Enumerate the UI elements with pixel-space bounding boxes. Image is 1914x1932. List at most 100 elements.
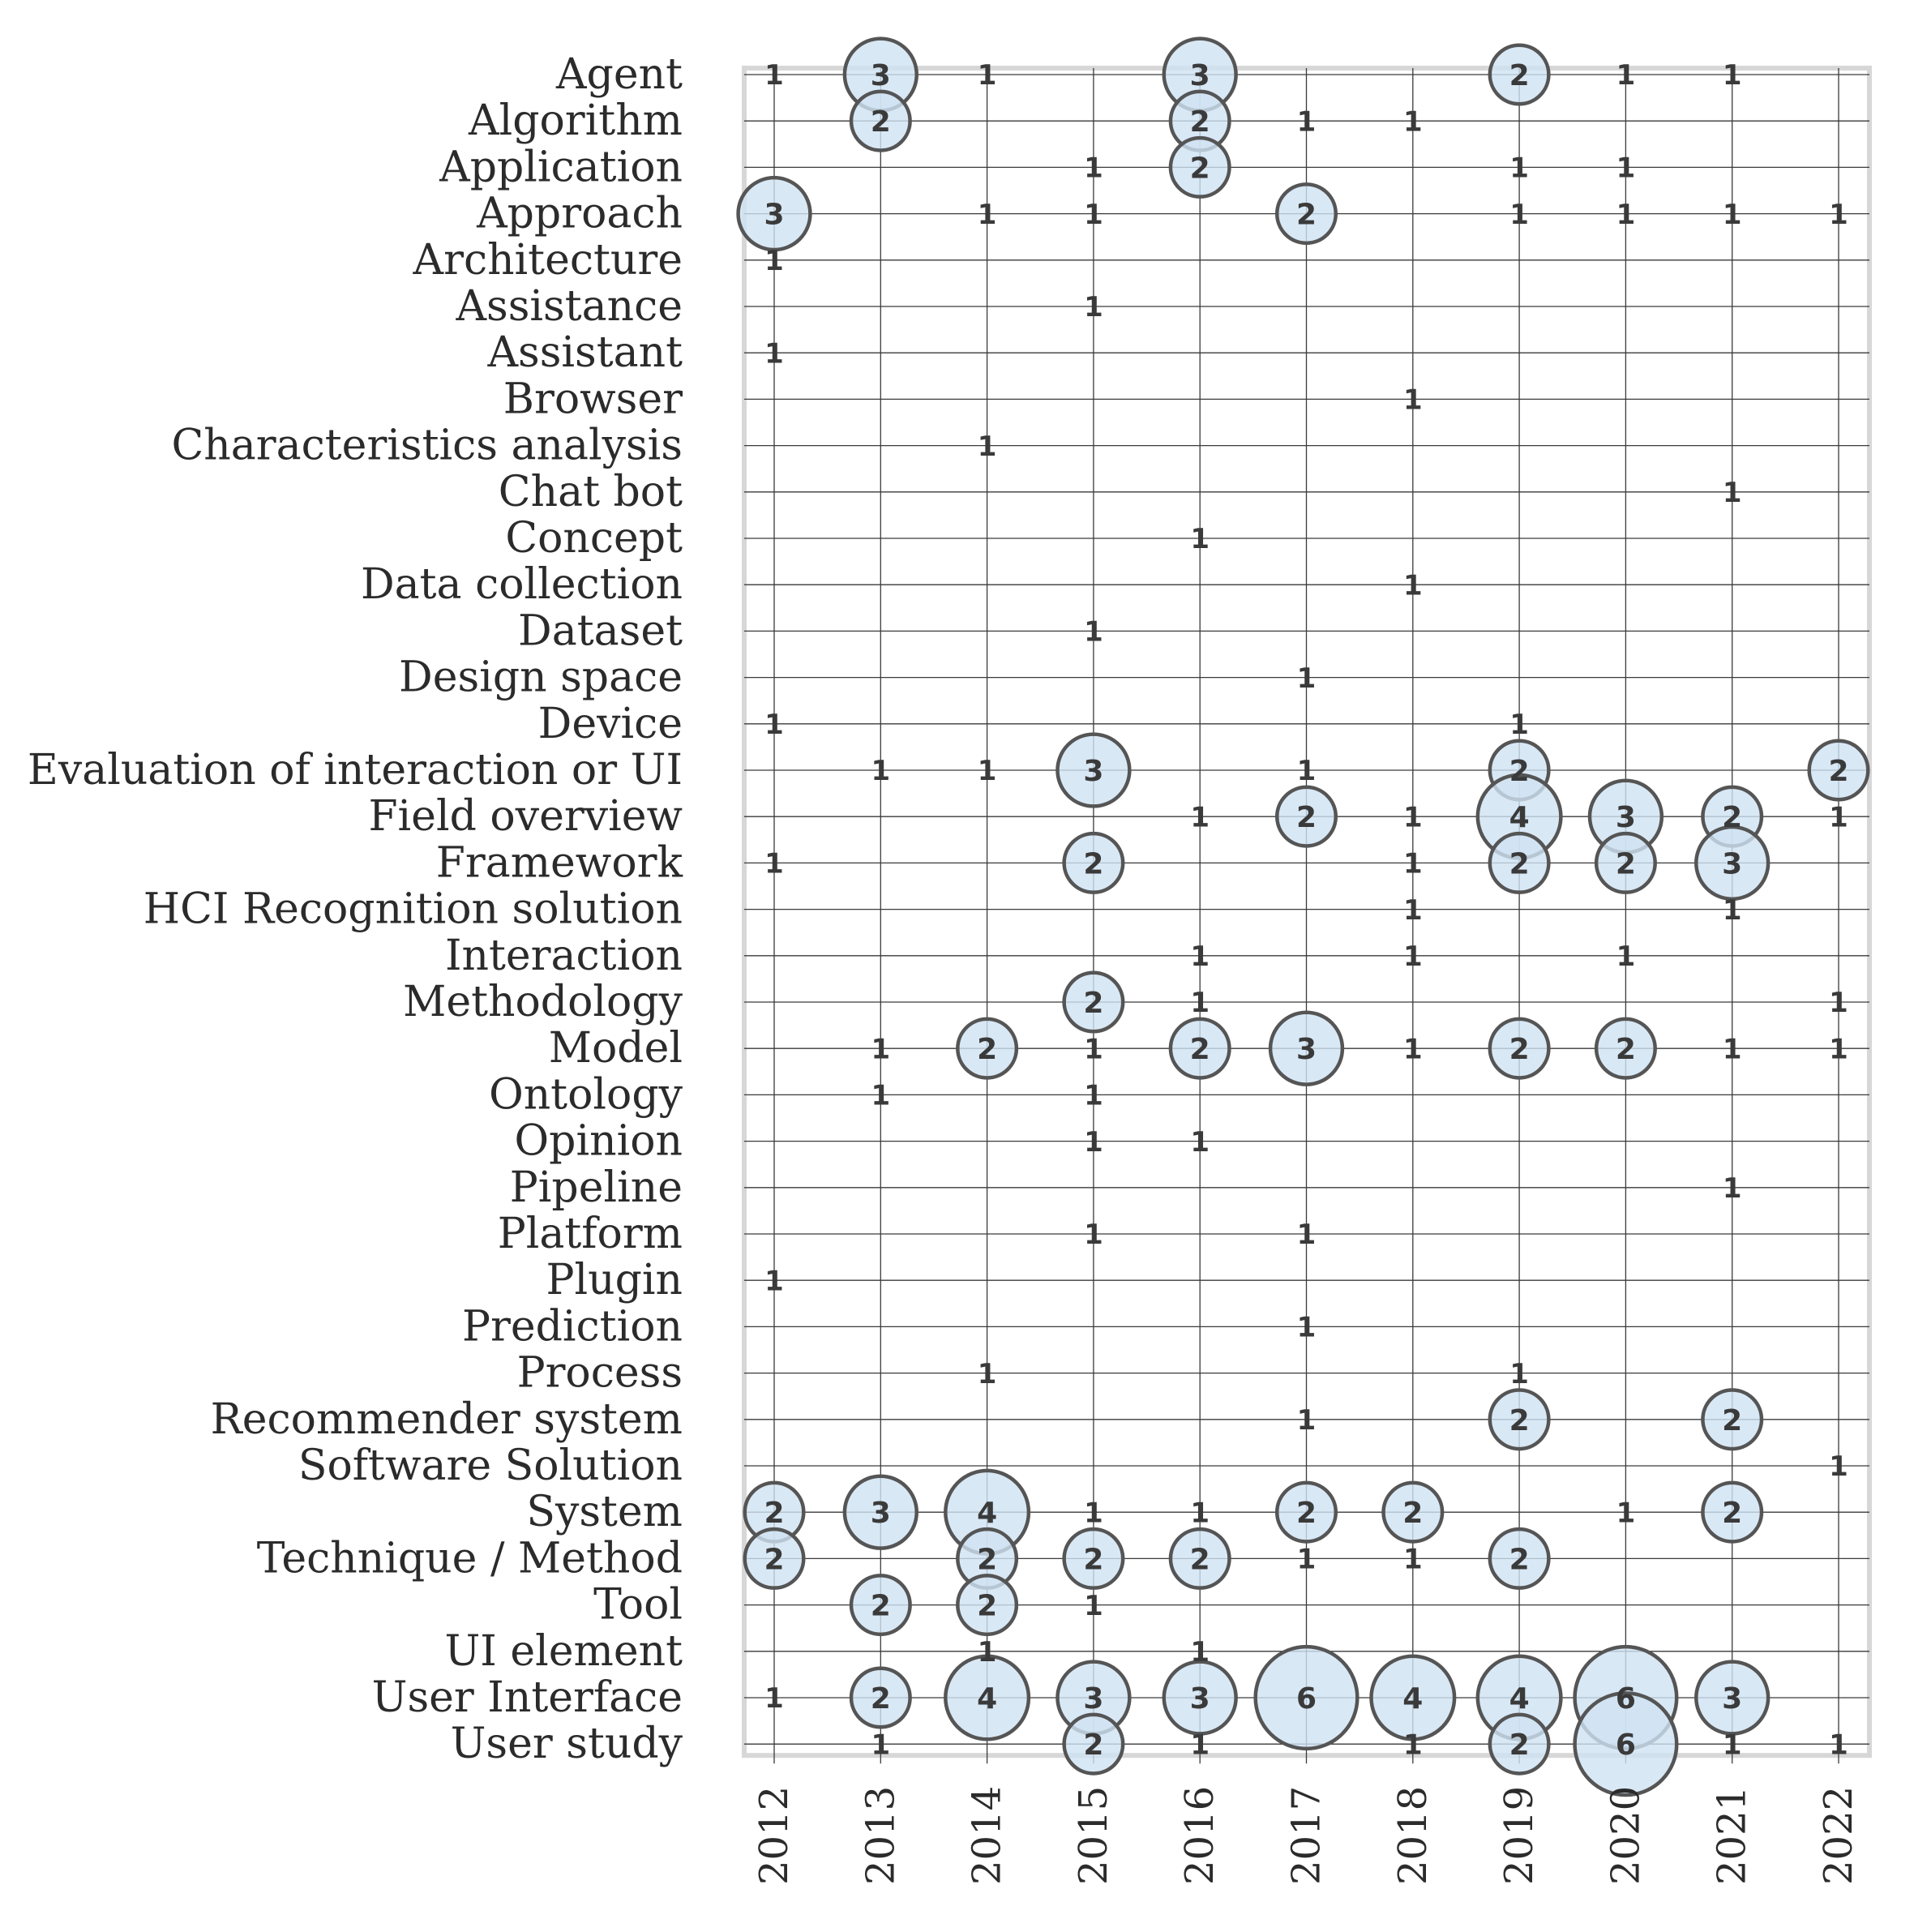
count-label: 1 <box>1616 152 1636 185</box>
category-label: Evaluation of interaction or UI <box>28 746 683 795</box>
data-bubble <box>1168 1017 1231 1080</box>
count-label: 2 <box>1509 1033 1530 1066</box>
category-label: Plugin <box>546 1256 683 1304</box>
count-label: 1 <box>978 1636 997 1669</box>
count-label: 1 <box>1829 1033 1848 1065</box>
count-label: 1 <box>871 1729 890 1761</box>
count-label: 4 <box>1509 1682 1530 1716</box>
count-label: 1 <box>1509 1358 1529 1390</box>
year-tick-label: 2017 <box>1284 1786 1330 1885</box>
count-label: 4 <box>1509 801 1530 834</box>
count-label: 1 <box>1403 1544 1423 1576</box>
count-label: 1 <box>1297 662 1317 695</box>
category-label: Architecture <box>413 236 683 285</box>
count-label: 2 <box>1509 1543 1530 1576</box>
category-label: Framework <box>436 838 683 887</box>
count-label: 2 <box>1509 755 1530 788</box>
count-label: 2 <box>1190 1033 1210 1066</box>
count-label: 1 <box>1084 1219 1103 1251</box>
count-label: 2 <box>1190 152 1210 185</box>
count-label: 1 <box>1190 1729 1210 1761</box>
category-label: Device <box>538 700 683 748</box>
count-label: 2 <box>764 1543 784 1576</box>
count-label: 1 <box>1297 1312 1317 1344</box>
count-label: 1 <box>1297 1219 1317 1251</box>
data-bubble <box>1168 1527 1231 1590</box>
year-tick-label: 2015 <box>1071 1786 1116 1885</box>
count-label: 1 <box>1084 1080 1103 1112</box>
count-label: 3 <box>764 199 784 232</box>
count-label: 1 <box>1509 199 1529 231</box>
count-label: 2 <box>764 1497 784 1530</box>
count-label: 2 <box>1296 1497 1317 1530</box>
count-label: 2 <box>871 1590 891 1623</box>
count-label: 1 <box>1403 1033 1423 1065</box>
count-label: 1 <box>1190 1497 1210 1529</box>
category-label: Technique / Method <box>257 1534 683 1583</box>
count-label: 1 <box>1084 1497 1103 1529</box>
data-bubble <box>1062 1527 1125 1590</box>
count-label: 2 <box>1083 1543 1103 1576</box>
count-label: 1 <box>1403 384 1423 417</box>
count-label: 2 <box>1722 1497 1742 1530</box>
year-tick-label: 2012 <box>751 1786 797 1885</box>
category-label: Data collection <box>361 560 683 609</box>
count-label: 1 <box>1084 1033 1103 1065</box>
count-label: 1 <box>764 59 784 92</box>
count-label: 1 <box>1084 1590 1103 1622</box>
count-label: 1 <box>1723 894 1742 927</box>
count-label: 1 <box>764 337 784 370</box>
data-bubble <box>743 1527 806 1590</box>
year-tick-label: 2022 <box>1816 1786 1861 1885</box>
count-label: 1 <box>1403 1729 1423 1761</box>
data-bubble <box>1488 43 1551 106</box>
year-tick-label: 2014 <box>965 1786 1010 1885</box>
category-label: Algorithm <box>468 96 683 145</box>
data-bubble <box>1488 831 1551 894</box>
count-label: 1 <box>1403 848 1423 880</box>
count-label: 2 <box>1083 1729 1103 1762</box>
count-label: 1 <box>764 848 784 880</box>
count-label: 1 <box>1297 1404 1317 1437</box>
year-tick-label: 2021 <box>1710 1786 1755 1885</box>
data-bubble <box>1694 1660 1771 1736</box>
count-label: 1 <box>978 1358 997 1390</box>
count-label: 1 <box>1509 152 1529 185</box>
count-label: 2 <box>1509 1729 1530 1762</box>
data-bubble <box>1488 1712 1551 1776</box>
category-label: Assistant <box>486 328 683 377</box>
category-label: Ontology <box>489 1070 683 1119</box>
category-label: Approach <box>476 190 683 238</box>
count-label: 1 <box>978 431 997 463</box>
count-label: 4 <box>977 1497 997 1530</box>
data-bubble <box>956 1574 1019 1637</box>
count-label: 1 <box>1616 940 1636 973</box>
count-label: 3 <box>1722 1682 1742 1716</box>
label-layer: AgentAlgorithmApplicationApproachArchite… <box>28 50 1861 1885</box>
count-label: 4 <box>977 1682 997 1716</box>
count-label: 1 <box>764 1265 784 1297</box>
count-label: 4 <box>1402 1682 1423 1716</box>
category-label: Tool <box>593 1581 683 1630</box>
count-label: 2 <box>1722 801 1742 834</box>
data-bubble <box>1701 1388 1764 1451</box>
data-bubble <box>842 1474 918 1550</box>
category-label: Field overview <box>368 792 683 841</box>
data-bubble <box>1253 1644 1359 1751</box>
count-label: 1 <box>1297 105 1317 138</box>
count-label: 1 <box>1190 987 1210 1019</box>
count-label: 1 <box>1403 801 1423 833</box>
year-tick-label: 2018 <box>1390 1786 1436 1885</box>
data-bubble <box>1162 1660 1238 1736</box>
count-label: 2 <box>1083 847 1103 880</box>
data-bubble <box>1274 1480 1338 1544</box>
count-label: 1 <box>1829 1729 1848 1761</box>
count-label: 2 <box>1402 1497 1423 1530</box>
category-label: Application <box>439 143 683 191</box>
year-tick-label: 2013 <box>858 1786 903 1885</box>
category-label: User study <box>451 1720 683 1768</box>
count-label: 1 <box>978 755 997 787</box>
category-label: Platform <box>498 1210 683 1258</box>
